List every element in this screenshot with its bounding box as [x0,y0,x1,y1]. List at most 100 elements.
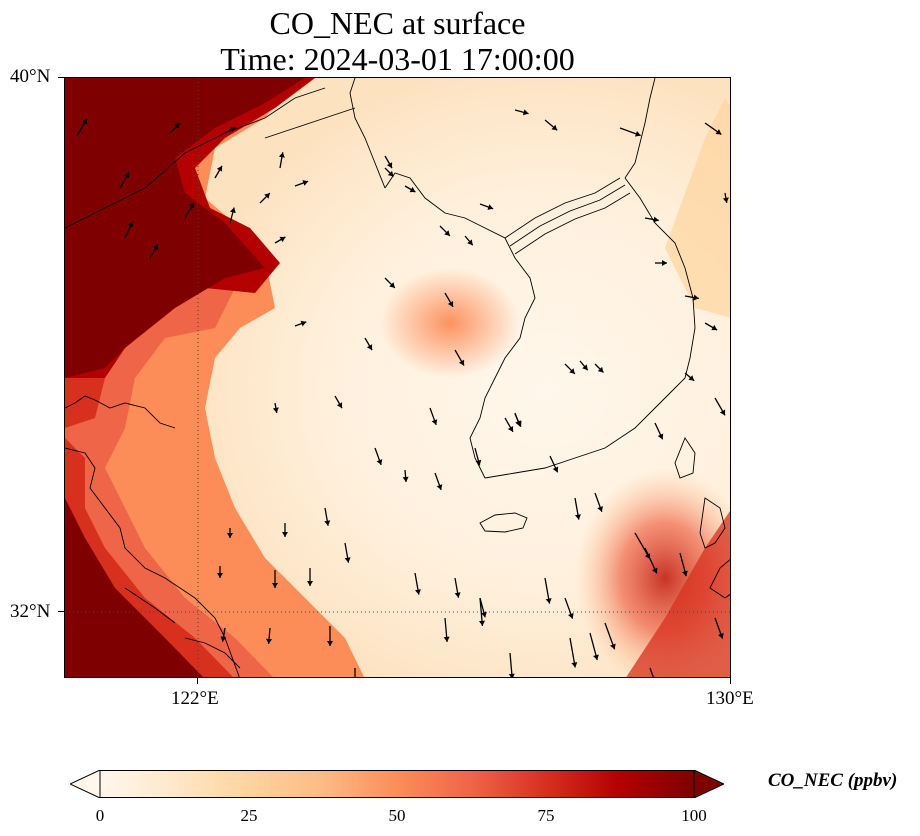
wind-arrow-head [272,407,279,413]
wind-arrow-head [662,260,667,266]
hotspot-west-coast [380,268,520,378]
wind-arrow-head [386,162,393,169]
wind-arrow-head [515,420,521,427]
wind-arrow-head [300,320,307,327]
co-concentration-map [65,78,730,677]
wind-arrow-head [389,282,395,288]
wind-arrow-head [344,557,351,563]
wind-arrow-head [188,202,195,209]
wind-arrow-head [634,130,641,137]
wind-arrow-head [574,514,581,520]
wind-arrow-head [264,193,270,199]
plot-title-line1: CO_NEC at surface [269,5,526,41]
wind-arrow-head [376,459,383,465]
wind-arrow-head [551,124,558,131]
colorbar-gradient [100,770,694,798]
wind-arrow-head [715,129,722,135]
wind-arrow-head [447,301,454,307]
wind-arrow-head [487,204,494,210]
colorbar-tick-25: 25 [240,806,258,825]
wind-arrow-head [266,638,273,644]
wind-arrow-head [475,459,482,466]
wind-arrow-head [507,426,514,432]
wind-arrow-head [582,364,588,371]
wind-arrow-head [593,654,599,661]
wind-arrow-head [302,180,309,186]
polluted-zone-west-edge [65,378,105,428]
wind-arrow-head [152,244,159,250]
wind-arrow-head [307,581,313,586]
wind-arrow-head [722,197,729,203]
lon-label-130e: 130°E [706,688,754,709]
lat-label-40n: 40°N [10,66,51,87]
wind-arrow-head [508,673,515,677]
colorbar-tick-75: 75 [537,806,555,825]
colorbar-outline [99,770,695,798]
wind-vectors [76,109,729,677]
wind-arrow-head [174,123,180,129]
east-sea-band [665,98,730,318]
colorbar-extend-min [70,770,101,798]
wind-arrow-head [571,662,578,668]
wind-arrow-head [652,567,658,574]
wind-arrow-head [688,375,695,381]
wind-arrow-head [366,344,373,351]
wind-arrow-head [610,643,616,650]
wind-arrow-head [229,126,236,133]
wind-arrow-head [711,324,718,331]
colorbar-label: CO_NEC (ppbv) [768,770,898,791]
wind-arrow-head [272,583,278,588]
wind-arrow-head [414,589,421,595]
wind-arrow-head [480,611,487,618]
tick-130e [730,678,731,684]
wind-arrow-shaft [649,667,654,677]
wind-arrow-head [216,165,223,172]
wind-arrow-head [458,359,465,366]
wind-arrow-head [123,172,130,179]
wind-arrow-head [220,636,227,642]
wind-arrow-head [693,294,699,301]
wind-arrow-head [81,118,88,125]
wind-arrow-head [278,152,285,158]
colorbar-tick-50: 50 [388,806,406,825]
wind-arrow-head [279,236,286,243]
wind-arrow-head [597,366,604,373]
wind-arrow-head [282,532,288,537]
wind-arrow-head [545,598,552,604]
wind-arrow-head [567,612,574,619]
wind-arrow-head [479,620,485,626]
wind-arrow-head [336,402,343,409]
wind-arrow-head [327,641,333,646]
wind-arrow-head [387,170,394,177]
coastlines [65,78,730,677]
wind-arrow-head [522,109,529,116]
wind-arrow-head [402,476,409,482]
plot-title-line2: Time: 2024-03-01 17:00:00 [220,41,575,77]
tick-32n [58,611,64,612]
southeast-edge [626,510,730,677]
wind-arrow-head [569,368,575,374]
wind-arrow-head [217,573,223,578]
wind-arrow-head [653,216,659,223]
wind-arrow-head [229,207,236,214]
wind-arrow-head [552,466,559,473]
wind-arrow-head [431,419,438,425]
tick-122e [197,678,198,684]
wind-arrow-head [657,433,664,440]
wind-arrow-head [682,570,688,577]
wind-arrow-head [436,484,443,490]
wind-arrow-head [597,506,603,512]
polluted-zone-core-north [65,78,305,378]
tick-40n [58,77,64,78]
wind-arrow-head [719,409,726,416]
wind-arrow-head [227,533,233,538]
wind-arrow-head [467,239,473,246]
colorbar-tick-0: 0 [95,806,105,825]
wind-arrow-head [444,230,450,236]
colorbar [70,770,724,798]
wind-arrow-head [324,520,331,526]
colorbar-tick-100: 100 [681,806,707,825]
wind-arrow-head [717,632,724,639]
lon-label-122e: 122°E [171,688,219,709]
map-panel [64,77,731,678]
